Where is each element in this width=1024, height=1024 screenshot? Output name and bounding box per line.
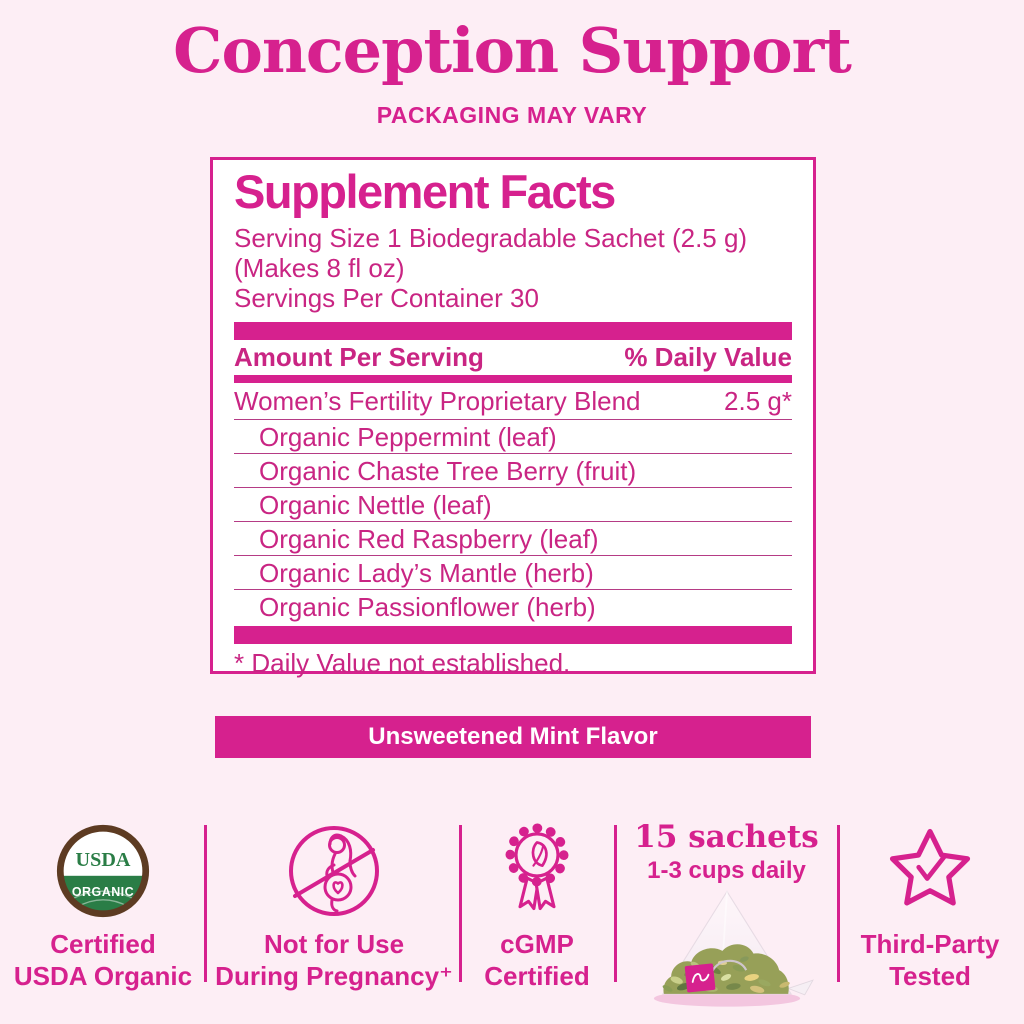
feature-pregnancy-warning: Not for Use During Pregnancy⁺ xyxy=(212,820,456,992)
makes-line: (Makes 8 fl oz) xyxy=(234,252,405,283)
divider-bar-mid xyxy=(234,374,792,383)
no-pregnancy-icon xyxy=(286,820,382,922)
divider-bar-top xyxy=(234,321,792,340)
usda-organic-seal-icon: USDA ORGANIC xyxy=(55,820,151,922)
feature-divider xyxy=(837,825,840,982)
amount-per-serving-label: Amount Per Serving xyxy=(234,341,484,372)
divider-bar-bottom xyxy=(234,625,792,644)
page-title: Conception Support xyxy=(173,14,852,87)
usda-label: Certified USDA Organic xyxy=(13,929,193,991)
facts-header-row: Amount Per Serving % Daily Value xyxy=(234,340,792,375)
ingredient-row: Organic Red Raspberry (leaf) xyxy=(234,522,792,556)
tea-sachet-photo xyxy=(653,890,814,1007)
packaging-note: PACKAGING MAY VARY xyxy=(376,102,648,128)
ingredient-row: Organic Lady’s Mantle (herb) xyxy=(234,556,792,590)
daily-value-label: % Daily Value xyxy=(624,341,792,372)
servings-per-container-line: Servings Per Container 30 xyxy=(234,282,539,313)
no-pregnancy-graphic xyxy=(289,826,379,916)
feature-cgmp: cGMP Certified xyxy=(463,820,611,992)
ingredient-row: Organic Chaste Tree Berry (fruit) xyxy=(234,454,792,488)
feature-third-party: Third-Party Tested xyxy=(842,820,1018,992)
feature-divider xyxy=(459,825,462,982)
ingredient-row: Organic Peppermint (leaf) xyxy=(234,420,792,454)
flavor-banner: Unsweetened Mint Flavor xyxy=(215,716,811,758)
star-check-graphic xyxy=(889,828,971,906)
feature-usda-organic: USDA ORGANIC Certified USDA Organic xyxy=(8,820,198,992)
daily-value-footnote: * Daily Value not established. xyxy=(234,647,571,678)
usda-seal-graphic: USDA ORGANIC xyxy=(56,824,150,918)
ingredient-row: Organic Passionflower (herb) xyxy=(259,591,596,622)
feature-divider xyxy=(204,825,207,982)
serving-size-line: Serving Size 1 Biodegradable Sachet (2.5… xyxy=(234,222,748,253)
blend-amount: 2.5 g* xyxy=(724,386,792,417)
sachet-count: 15 sachets xyxy=(634,819,819,855)
cgmp-badge-icon xyxy=(494,820,580,922)
ingredient-row: Organic Nettle (leaf) xyxy=(234,488,792,522)
sachet-tag xyxy=(684,963,715,993)
pregnancy-label: Not for Use During Pregnancy⁺ xyxy=(215,929,453,991)
serving-info: Serving Size 1 Biodegradable Sachet (2.5… xyxy=(234,223,792,313)
flavor-banner-label: Unsweetened Mint Flavor xyxy=(368,723,658,750)
sachet-dosage: 1-3 cups daily xyxy=(647,857,806,884)
blend-row: Women’s Fertility Proprietary Blend 2.5 … xyxy=(234,385,792,420)
svg-text:USDA: USDA xyxy=(76,849,131,871)
blend-name: Women’s Fertility Proprietary Blend xyxy=(234,386,641,417)
cgmp-label: cGMP Certified xyxy=(484,929,590,991)
third-party-label: Third-Party Tested xyxy=(860,929,1000,991)
feature-sachets: 15 sachets 1-3 cups daily xyxy=(619,820,834,1014)
svg-text:ORGANIC: ORGANIC xyxy=(72,885,134,899)
star-check-icon xyxy=(883,820,977,922)
supplement-facts-panel: Supplement Facts Serving Size 1 Biodegra… xyxy=(210,157,816,678)
loose-tea-herbs xyxy=(662,944,790,994)
supplement-facts-title: Supplement Facts xyxy=(234,165,616,218)
ingredient-list: Organic Peppermint (leaf) Organic Chaste… xyxy=(234,420,792,624)
cgmp-badge-graphic xyxy=(505,823,569,911)
feature-divider xyxy=(614,825,617,982)
